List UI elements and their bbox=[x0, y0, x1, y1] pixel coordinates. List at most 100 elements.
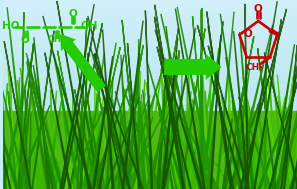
Polygon shape bbox=[288, 115, 297, 189]
Bar bbox=[3, 70, 297, 72]
Polygon shape bbox=[234, 149, 239, 189]
Polygon shape bbox=[97, 79, 116, 189]
Polygon shape bbox=[160, 124, 163, 189]
Bar bbox=[3, 74, 297, 76]
Polygon shape bbox=[148, 64, 184, 189]
Polygon shape bbox=[200, 117, 201, 189]
Bar bbox=[3, 49, 297, 51]
Polygon shape bbox=[110, 116, 126, 189]
Polygon shape bbox=[77, 18, 87, 189]
Polygon shape bbox=[181, 132, 203, 189]
Polygon shape bbox=[245, 153, 268, 189]
Bar bbox=[3, 27, 297, 29]
Text: CH₃: CH₃ bbox=[245, 63, 263, 72]
Polygon shape bbox=[162, 57, 176, 189]
Polygon shape bbox=[246, 103, 261, 189]
Polygon shape bbox=[232, 100, 247, 189]
Polygon shape bbox=[75, 89, 97, 189]
Polygon shape bbox=[155, 5, 185, 189]
Text: O: O bbox=[21, 35, 30, 45]
Polygon shape bbox=[0, 107, 2, 189]
Polygon shape bbox=[31, 162, 50, 189]
Polygon shape bbox=[195, 149, 217, 189]
Polygon shape bbox=[293, 153, 297, 189]
Polygon shape bbox=[0, 83, 8, 189]
Bar bbox=[3, 40, 297, 42]
Polygon shape bbox=[27, 62, 49, 189]
Polygon shape bbox=[167, 50, 179, 189]
Polygon shape bbox=[111, 95, 150, 189]
Polygon shape bbox=[270, 81, 276, 189]
Bar bbox=[3, 51, 297, 53]
Polygon shape bbox=[118, 109, 121, 189]
Polygon shape bbox=[225, 36, 254, 189]
Polygon shape bbox=[296, 101, 297, 189]
Polygon shape bbox=[129, 108, 148, 189]
Polygon shape bbox=[59, 67, 74, 189]
Polygon shape bbox=[11, 85, 26, 189]
Polygon shape bbox=[45, 129, 59, 189]
Polygon shape bbox=[7, 7, 29, 189]
Polygon shape bbox=[163, 28, 196, 189]
Polygon shape bbox=[16, 137, 37, 189]
Polygon shape bbox=[234, 108, 240, 189]
Polygon shape bbox=[243, 115, 246, 189]
Bar bbox=[3, 85, 297, 87]
Polygon shape bbox=[192, 99, 212, 189]
Polygon shape bbox=[34, 37, 50, 189]
Polygon shape bbox=[239, 156, 243, 189]
Polygon shape bbox=[32, 82, 56, 189]
Polygon shape bbox=[143, 90, 157, 189]
Polygon shape bbox=[68, 107, 103, 189]
Polygon shape bbox=[271, 144, 282, 189]
Bar bbox=[3, 42, 297, 44]
Polygon shape bbox=[119, 45, 143, 189]
Bar bbox=[3, 38, 297, 40]
Polygon shape bbox=[96, 122, 100, 189]
Bar bbox=[3, 44, 297, 46]
Polygon shape bbox=[126, 93, 146, 189]
Polygon shape bbox=[21, 86, 32, 189]
Polygon shape bbox=[248, 140, 252, 189]
Polygon shape bbox=[222, 119, 232, 189]
Polygon shape bbox=[46, 91, 56, 189]
Polygon shape bbox=[176, 149, 199, 189]
Polygon shape bbox=[179, 69, 182, 189]
Bar bbox=[3, 72, 297, 74]
Polygon shape bbox=[122, 94, 124, 189]
Bar bbox=[3, 55, 297, 57]
Text: CH₂: CH₂ bbox=[48, 36, 66, 44]
Polygon shape bbox=[276, 68, 295, 189]
Polygon shape bbox=[69, 119, 70, 189]
Bar bbox=[3, 11, 297, 13]
Polygon shape bbox=[284, 115, 296, 189]
Polygon shape bbox=[293, 57, 297, 189]
Polygon shape bbox=[71, 91, 73, 189]
Polygon shape bbox=[292, 28, 297, 189]
Polygon shape bbox=[252, 147, 267, 189]
Polygon shape bbox=[1, 48, 34, 189]
Polygon shape bbox=[122, 20, 140, 189]
Polygon shape bbox=[56, 133, 78, 189]
Polygon shape bbox=[114, 159, 120, 189]
Polygon shape bbox=[66, 107, 79, 189]
Polygon shape bbox=[155, 148, 165, 189]
Polygon shape bbox=[210, 35, 221, 189]
Bar bbox=[3, 63, 297, 65]
Bar bbox=[3, 67, 297, 68]
Polygon shape bbox=[17, 77, 20, 189]
Polygon shape bbox=[106, 77, 113, 189]
Polygon shape bbox=[93, 56, 113, 189]
Text: O: O bbox=[243, 29, 252, 39]
Polygon shape bbox=[79, 114, 94, 189]
Polygon shape bbox=[138, 116, 147, 189]
Polygon shape bbox=[181, 29, 205, 189]
Polygon shape bbox=[86, 47, 120, 189]
Bar bbox=[3, 4, 297, 6]
Polygon shape bbox=[113, 149, 118, 189]
Bar bbox=[3, 110, 297, 112]
Bar bbox=[3, 65, 297, 67]
Polygon shape bbox=[12, 125, 20, 189]
Polygon shape bbox=[37, 115, 46, 189]
Polygon shape bbox=[265, 58, 266, 189]
